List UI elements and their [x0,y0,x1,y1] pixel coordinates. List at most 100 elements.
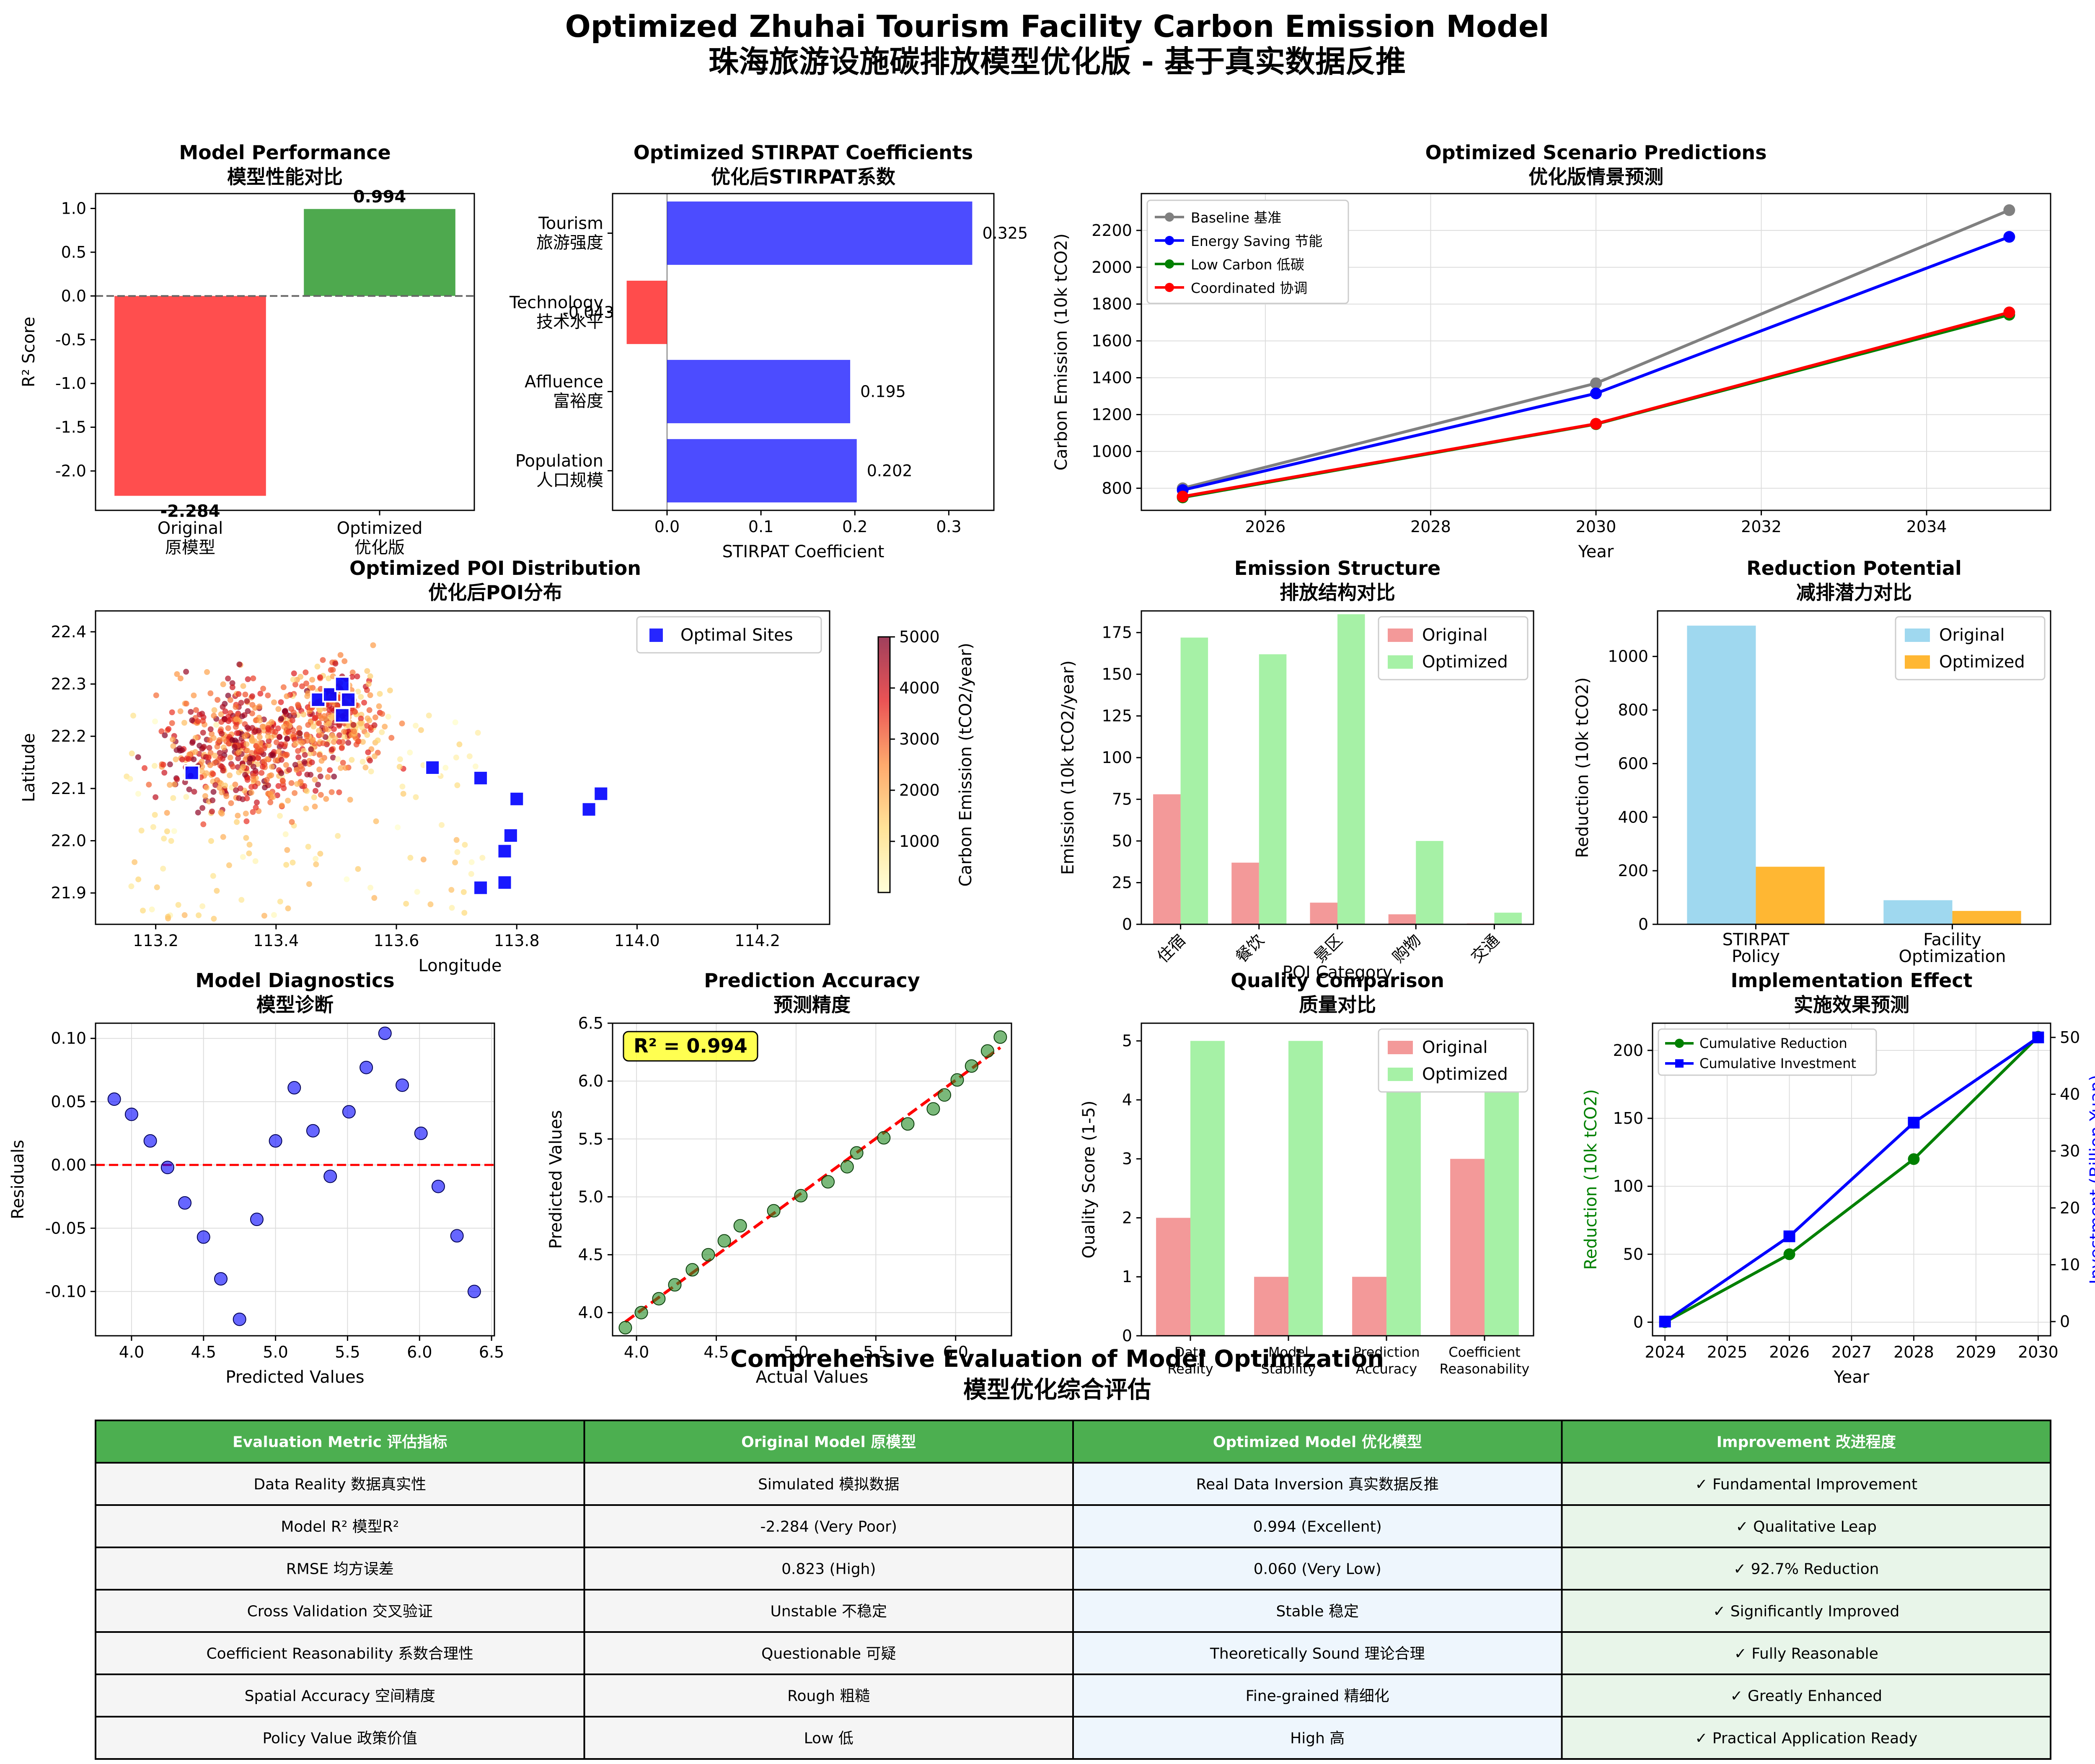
bar [1156,1218,1190,1336]
poi-point [199,758,205,765]
y-tick-label: Population [515,452,603,471]
poi-point [349,674,355,680]
poi-point [250,809,256,815]
table-cell-text: ✓ 92.7% Reduction [1733,1561,1879,1578]
poi-point [388,735,395,741]
data-point [1908,1117,1920,1129]
chart-title: Quality Comparison [1231,969,1444,992]
poi-point [461,910,468,916]
poi-point [207,762,213,768]
poi-point [335,756,341,762]
y-axis-label: Quality Score (1-5) [1079,1101,1099,1259]
poi-point [150,824,156,830]
poi-point [344,876,350,882]
poi-point [249,693,256,699]
table-cell-text: Theoretically Sound 理论合理 [1210,1645,1425,1663]
poi-point [179,756,185,763]
poi-point [418,727,424,733]
x-tick-label: 0.3 [936,517,961,536]
poi-point [248,789,254,796]
y-tick-label: 0.00 [51,1156,86,1174]
poi-point [244,748,251,754]
data-point [701,1248,715,1262]
x-tick-label: 景区 [1311,931,1346,966]
poi-point [420,856,427,863]
poi-point [318,791,324,798]
table-cell [1561,1504,2051,1548]
x-tick-label: 6.5 [479,1343,504,1361]
y-tick-label: 0.5 [61,243,86,261]
data-point [2003,306,2015,318]
data-point [1590,387,1602,399]
poi-point [185,756,191,762]
poi-point [253,804,259,811]
poi-point [265,733,271,740]
data-label: -0.043 [563,303,614,322]
poi-point [199,805,206,811]
poi-point [278,741,285,748]
y-tick-label: 0 [1122,1327,1132,1345]
table-cell [1561,1631,2051,1675]
x-tick-label: 优化版 [354,538,405,557]
y-tick-label: -0.10 [45,1282,86,1301]
legend-marker [1675,1039,1684,1048]
table-title: Comprehensive Evaluation of Model Optimi… [730,1345,1384,1373]
poi-point [246,850,252,856]
poi-point [193,707,199,713]
data-label: 0.202 [867,462,913,480]
y-tick-label: 1.0 [61,199,86,218]
poi-point [294,781,300,787]
poi-point [165,913,171,920]
poi-point [249,738,256,744]
poi-point [283,762,289,768]
poi-point [300,711,307,718]
x-tick-label: 6.0 [407,1343,432,1361]
poi-point [326,675,332,682]
poi-point [214,777,220,783]
poi-point [195,810,201,816]
table-cell-text: RMSE 均方误差 [286,1561,394,1578]
data-point [2003,204,2015,216]
poi-point [203,784,210,791]
x-tick-label: Reasonability [1440,1361,1530,1377]
colorbar-tick-label: 5000 [899,628,940,646]
poi-point [295,754,302,760]
poi-point [367,885,373,891]
y-tick-label: 22.4 [51,623,86,641]
data-point [668,1278,682,1292]
chart-title: Optimized STIRPAT Coefficients [634,141,973,164]
y-tick-label: 800 [1618,701,1648,719]
poi-point [289,819,295,825]
y-tick-label: 50 [1623,1245,1643,1263]
table-cell-text: Real Data Inversion 真实数据反推 [1196,1476,1439,1493]
poi-point [396,763,403,770]
poi-point [295,701,301,708]
poi-point [211,916,217,922]
poi-point [367,673,373,679]
poi-point [395,824,401,830]
table-cell [1561,1673,2051,1717]
poi-point [213,722,220,728]
bar [667,360,851,424]
poi-point [228,800,234,806]
poi-point [283,711,290,717]
poi-point [217,785,223,791]
poi-point [453,754,459,760]
poi-point [335,833,341,839]
poi-point [328,789,335,795]
poi-point [371,722,378,728]
data-point [160,1161,174,1174]
poi-point [169,720,175,726]
y-tick-label: 22.3 [51,675,86,693]
poi-point [168,838,174,844]
y-tick-label: -1.5 [55,418,86,437]
poi-point [210,735,217,741]
poi-point [188,709,194,715]
x-axis-label: Actual Values [756,1368,869,1387]
poi-point [171,781,178,788]
poi-point [358,720,364,727]
poi-point [236,795,242,801]
poi-point [220,744,227,750]
x-tick-label: 餐饮 [1232,931,1267,966]
poi-point [309,737,315,744]
